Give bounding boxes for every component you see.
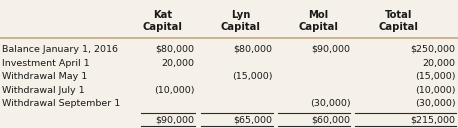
Text: $80,000: $80,000: [156, 45, 195, 54]
Text: 20,000: 20,000: [162, 59, 195, 68]
Text: $80,000: $80,000: [234, 45, 273, 54]
Text: (15,000): (15,000): [232, 72, 273, 81]
Text: Lyn
Capital: Lyn Capital: [220, 10, 261, 32]
Text: $65,000: $65,000: [234, 116, 273, 125]
Text: $250,000: $250,000: [411, 45, 456, 54]
Text: (30,000): (30,000): [310, 99, 350, 108]
Text: Balance January 1, 2016: Balance January 1, 2016: [2, 45, 118, 54]
Text: (30,000): (30,000): [415, 99, 456, 108]
Text: $90,000: $90,000: [311, 45, 350, 54]
Text: $60,000: $60,000: [311, 116, 350, 125]
Text: Kat
Capital: Kat Capital: [142, 10, 183, 32]
Text: $215,000: $215,000: [411, 116, 456, 125]
Text: Withdrawal September 1: Withdrawal September 1: [2, 99, 120, 108]
Text: Total
Capital: Total Capital: [378, 10, 419, 32]
Text: $90,000: $90,000: [156, 116, 195, 125]
Text: 20,000: 20,000: [423, 59, 456, 68]
Text: (10,000): (10,000): [154, 86, 195, 95]
Text: (10,000): (10,000): [415, 86, 456, 95]
Text: Withdrawal July 1: Withdrawal July 1: [2, 86, 85, 95]
Text: (15,000): (15,000): [415, 72, 456, 81]
Text: Investment April 1: Investment April 1: [2, 59, 90, 68]
Text: Mol
Capital: Mol Capital: [298, 10, 338, 32]
Text: Withdrawal May 1: Withdrawal May 1: [2, 72, 87, 81]
